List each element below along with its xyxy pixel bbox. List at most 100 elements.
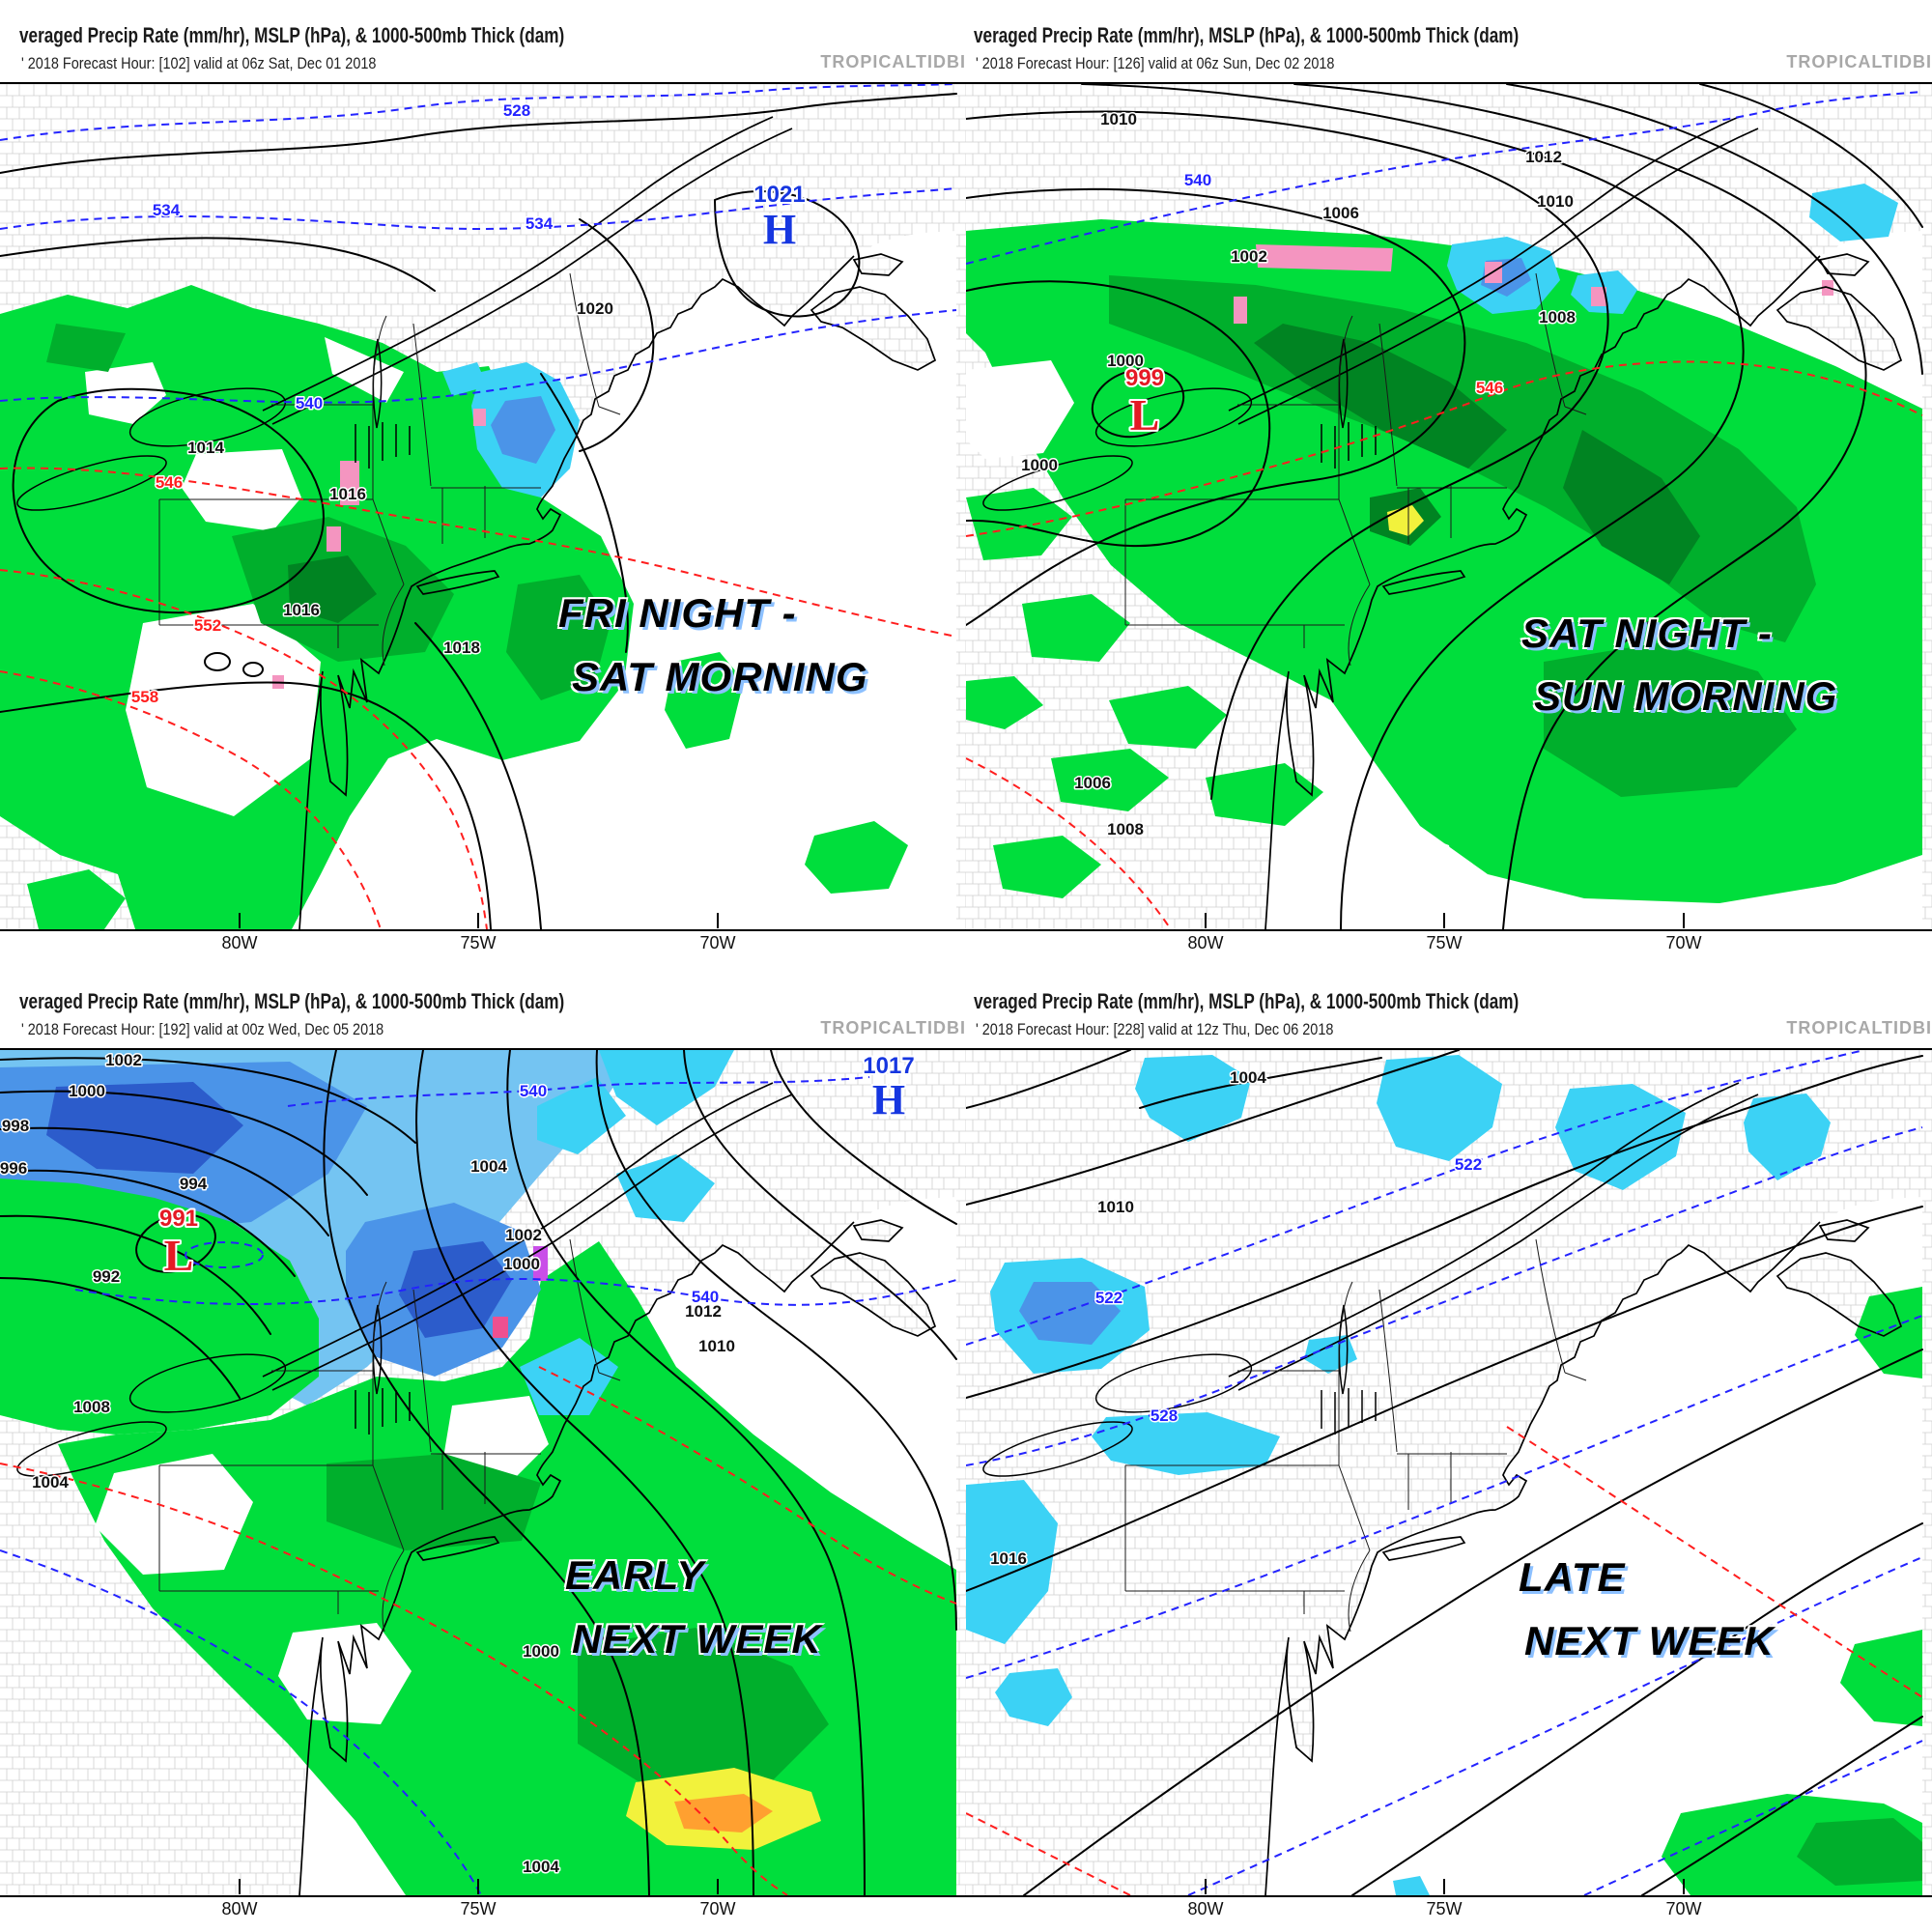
contour-label: 1008 bbox=[1539, 308, 1576, 327]
contour-label: 1010 bbox=[698, 1337, 735, 1355]
panel-title: veraged Precip Rate (mm/hr), MSLP (hPa),… bbox=[19, 989, 565, 1013]
contour-label: 1002 bbox=[505, 1226, 542, 1244]
contour-layer bbox=[0, 84, 957, 929]
pressure-center-value: 1017 bbox=[863, 1053, 914, 1079]
axis-tick-label: 80W bbox=[221, 933, 258, 952]
forecast-panel-early-next-week: veraged Precip Rate (mm/hr), MSLP (hPa),… bbox=[0, 966, 966, 1932]
longitude-axis: 80W 75W 70W bbox=[966, 931, 1932, 966]
contour-layer bbox=[966, 84, 1923, 929]
contour-label: 540 bbox=[692, 1288, 719, 1306]
longitude-axis: 80W 75W 70W bbox=[966, 1897, 1932, 1932]
weather-map: 1010 1012 1010 1006 1002 1000 1000 1008 1006 1008… bbox=[966, 82, 1932, 931]
contour-label: 534 bbox=[153, 201, 181, 219]
contour-label: 528 bbox=[1151, 1406, 1178, 1425]
contour-label: 540 bbox=[296, 394, 323, 412]
panel-header: veraged Precip Rate (mm/hr), MSLP (hPa),… bbox=[0, 966, 966, 1048]
panel-title: veraged Precip Rate (mm/hr), MSLP (hPa),… bbox=[974, 989, 1520, 1013]
panel-title: veraged Precip Rate (mm/hr), MSLP (hPa),… bbox=[19, 23, 565, 47]
contour-label: 1010 bbox=[1537, 192, 1574, 211]
longitude-axis: 80W 75W 70W bbox=[0, 1897, 966, 1932]
forecast-panel-sat-sun: veraged Precip Rate (mm/hr), MSLP (hPa),… bbox=[966, 0, 1932, 966]
pressure-center-symbol: H bbox=[763, 206, 796, 253]
contour-label: 1012 bbox=[685, 1302, 722, 1321]
contour-label: 996 bbox=[0, 1159, 27, 1178]
pressure-center-value: 999 bbox=[1125, 365, 1164, 391]
contour-label: 546 bbox=[1476, 379, 1503, 397]
axis-tick-label: 70W bbox=[699, 1899, 736, 1918]
contour-label: 1006 bbox=[1074, 774, 1111, 792]
contour-label: 534 bbox=[526, 214, 554, 233]
contour-label: 998 bbox=[2, 1117, 29, 1135]
contour-label: 994 bbox=[180, 1175, 208, 1193]
contour-label: 1008 bbox=[73, 1398, 110, 1416]
axis-tick-label: 80W bbox=[1187, 1899, 1224, 1918]
contour-label: 552 bbox=[194, 616, 221, 635]
weather-map: 1002 1000 998 996 994 992 1008 1004 1004 1002 1000… bbox=[0, 1048, 966, 1897]
contour-label: 1004 bbox=[470, 1157, 507, 1176]
contour-label: 1004 bbox=[32, 1473, 69, 1492]
axis-tick-label: 75W bbox=[460, 933, 497, 952]
precipitation-layer bbox=[0, 1050, 956, 1895]
contour-label: 1020 bbox=[577, 299, 613, 318]
panel-subtitle: ' 2018 Forecast Hour: [192] valid at 00z… bbox=[21, 1020, 384, 1038]
axis-tick-label: 75W bbox=[1426, 1899, 1463, 1918]
contour-label: 522 bbox=[1455, 1155, 1482, 1174]
panel-header: veraged Precip Rate (mm/hr), MSLP (hPa),… bbox=[0, 0, 966, 82]
longitude-axis: 80W 75W 70W bbox=[0, 931, 966, 966]
contour-label: 1000 bbox=[1107, 352, 1144, 370]
weather-map: 1004 1010 1016 522 522 528 LATE NEXT WEEK bbox=[966, 1048, 1932, 1897]
contour-label: 558 bbox=[131, 688, 158, 706]
contour-label: 1000 bbox=[69, 1082, 105, 1100]
panel-subtitle: ' 2018 Forecast Hour: [102] valid at 06z… bbox=[21, 54, 377, 72]
contour-label: 1002 bbox=[1231, 247, 1267, 266]
map-labels: 1002100099899699499210081004100410021000… bbox=[0, 1050, 917, 1878]
panel-subtitle: ' 2018 Forecast Hour: [228] valid at 12z… bbox=[976, 1020, 1334, 1038]
contour-label: 1004 bbox=[523, 1858, 559, 1876]
axis-tick-label: 80W bbox=[221, 1899, 258, 1918]
watermark-tropicaltidbits: TROPICALTIDBIT bbox=[820, 52, 966, 71]
contour-label: 1014 bbox=[187, 439, 224, 457]
contour-label: 1010 bbox=[1100, 110, 1137, 128]
contour-label: 1002 bbox=[105, 1051, 142, 1069]
contour-label: 1000 bbox=[503, 1255, 540, 1273]
pressure-center-symbol: L bbox=[1130, 390, 1160, 440]
contour-label: 1016 bbox=[990, 1549, 1027, 1568]
panel-subtitle: ' 2018 Forecast Hour: [126] valid at 06z… bbox=[976, 54, 1335, 72]
panel-title: veraged Precip Rate (mm/hr), MSLP (hPa),… bbox=[974, 23, 1520, 47]
map-labels: 528 534 534 540 546 552 558 1014 1016 1016 1018 102… bbox=[129, 100, 807, 708]
pressure-center-symbol: H bbox=[872, 1076, 905, 1123]
map-labels: 1004 1010 1016 522 522 528 bbox=[989, 1067, 1484, 1570]
pressure-center-value: 991 bbox=[159, 1206, 198, 1232]
weather-map: 528 534 534 540 546 552 558 1014 1016 1016 1018 102… bbox=[0, 82, 966, 931]
pressure-center-symbol: L bbox=[164, 1231, 194, 1280]
contour-label: 1012 bbox=[1525, 148, 1562, 166]
contour-label: 1018 bbox=[443, 639, 480, 657]
contour-label: 540 bbox=[1184, 171, 1211, 189]
contour-layer bbox=[966, 1050, 1923, 1895]
contour-label: 992 bbox=[93, 1267, 120, 1286]
precipitation-layer bbox=[966, 184, 1922, 929]
axis-tick-label: 75W bbox=[1426, 933, 1463, 952]
axis-tick-label: 75W bbox=[460, 1899, 497, 1918]
pressure-center-value: 1021 bbox=[753, 182, 805, 208]
watermark-tropicaltidbits: TROPICALTIDBIT bbox=[1786, 1018, 1932, 1037]
contour-label: 1016 bbox=[283, 601, 320, 619]
contour-label: 1000 bbox=[523, 1642, 559, 1661]
axis-tick-label: 70W bbox=[699, 933, 736, 952]
contour-label: 1010 bbox=[1097, 1198, 1134, 1216]
contour-label: 1000 bbox=[1021, 456, 1058, 474]
contour-label: 1016 bbox=[329, 485, 366, 503]
axis-tick-label: 80W bbox=[1187, 933, 1224, 952]
contour-label: 1004 bbox=[1230, 1068, 1266, 1087]
contour-label: 528 bbox=[503, 101, 530, 120]
contour-label: 522 bbox=[1095, 1289, 1122, 1307]
map-labels: 1010 1012 1010 1006 1002 1000 1000 1008 1006 1008… bbox=[1020, 109, 1577, 840]
panel-header: veraged Precip Rate (mm/hr), MSLP (hPa),… bbox=[966, 966, 1932, 1048]
contour-label: 546 bbox=[156, 473, 183, 492]
axis-tick-label: 70W bbox=[1665, 933, 1702, 952]
axis-tick-label: 70W bbox=[1665, 1899, 1702, 1918]
contour-label: 1008 bbox=[1107, 820, 1144, 838]
watermark-tropicaltidbits: TROPICALTIDBIT bbox=[1786, 52, 1932, 71]
contour-label: 1006 bbox=[1322, 204, 1359, 222]
